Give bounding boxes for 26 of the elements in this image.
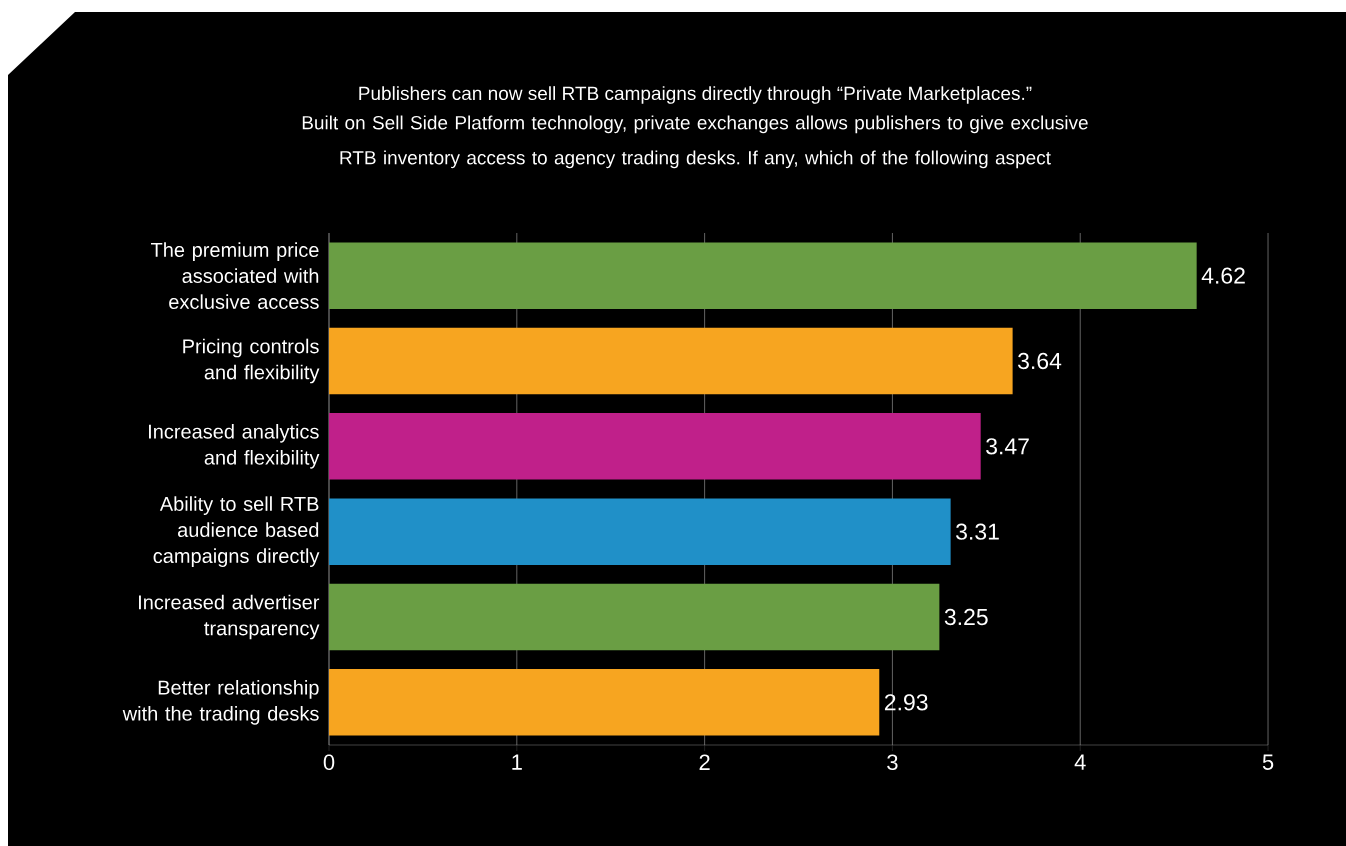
x-tick-label: 1 [512, 754, 522, 770]
data-label: 2.93 [884, 694, 928, 711]
y-tick-label: Better relationship with the trading desks [122, 680, 319, 725]
x-tick-label: 3 [887, 754, 898, 771]
y-tick-label: Increased advertiser transparency [139, 594, 320, 640]
chart-subtitle: Built on Sell Side Platform technology, private exchanges allows publishers to give exclusive RTB inventory access to agency trading desks. If any, which of the following aspect [302, 115, 1088, 169]
bar [329, 242, 1197, 309]
data-label: 3.47 [986, 438, 1029, 455]
bar [329, 413, 981, 480]
x-tick-label: 0 [323, 754, 335, 771]
data-label: 3.31 [956, 523, 999, 540]
bar [329, 327, 1013, 395]
bar [329, 583, 940, 651]
y-tick-label: Pricing controls and flexibility [183, 338, 320, 384]
y-tick-label: Ability to sell RTB audience based campaigns directly [153, 496, 320, 567]
y-tick-label: The premium price associated with exclusive access [151, 242, 319, 310]
chart-title: Publishers can now sell RTB campaigns directly through “Private Marketplaces.” [359, 86, 1032, 104]
x-tick-label: 4 [1074, 754, 1086, 770]
data-label: 3.25 [944, 608, 988, 626]
x-tick-label: 5 [1262, 754, 1274, 770]
y-tick-label: Increased analytics and flexibility [149, 424, 320, 469]
x-tick-label: 2 [699, 754, 710, 770]
bar [329, 669, 880, 736]
data-label: 3.64 [1018, 352, 1062, 370]
data-label: 4.62 [1201, 267, 1245, 284]
bar [329, 498, 951, 565]
